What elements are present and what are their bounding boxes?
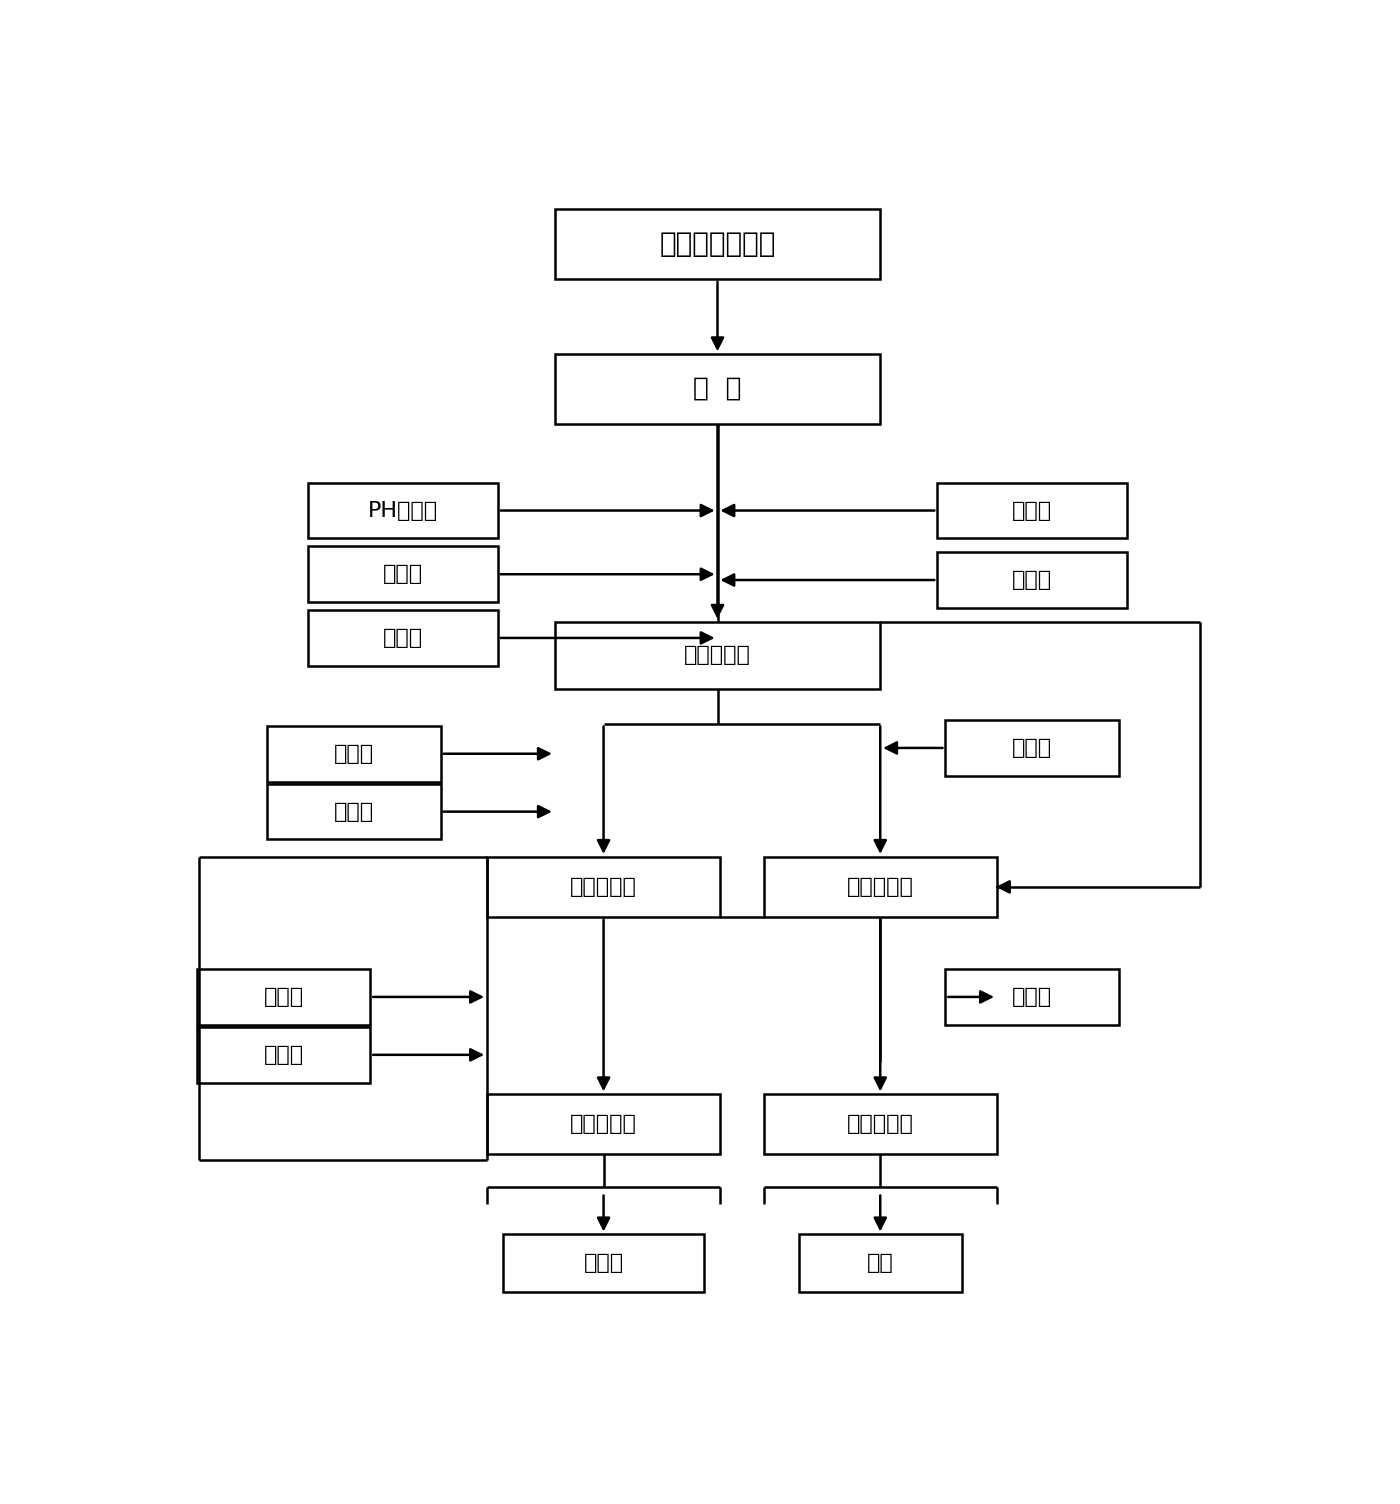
- Bar: [267, 726, 441, 782]
- Text: 第一次扫选: 第一次扫选: [847, 877, 914, 896]
- Bar: [308, 546, 498, 602]
- Text: 第二次扫选: 第二次扫选: [847, 1114, 914, 1134]
- Bar: [937, 552, 1127, 608]
- Text: 第二次精选: 第二次精选: [570, 1114, 637, 1134]
- Text: 活化剂: 活化剂: [263, 987, 304, 1006]
- Text: 活化剂: 活化剂: [335, 744, 374, 764]
- Bar: [945, 720, 1119, 776]
- Text: 铁精矿: 铁精矿: [584, 1253, 623, 1274]
- Bar: [937, 483, 1127, 538]
- Text: 抑制剂: 抑制剂: [1012, 738, 1053, 758]
- Bar: [503, 1235, 704, 1292]
- Bar: [554, 209, 881, 278]
- Text: 抑制剂: 抑制剂: [382, 564, 423, 584]
- Text: 捕收剂: 捕收剂: [335, 802, 374, 821]
- Bar: [799, 1235, 962, 1292]
- Text: 调  浆: 调 浆: [693, 376, 742, 402]
- Text: PH调整剂: PH调整剂: [368, 501, 438, 520]
- Bar: [308, 611, 498, 666]
- Text: 捕收剂: 捕收剂: [382, 629, 423, 648]
- Bar: [554, 621, 881, 689]
- Bar: [308, 483, 498, 538]
- Bar: [763, 857, 997, 917]
- Bar: [196, 1027, 370, 1083]
- Bar: [554, 355, 881, 424]
- Bar: [945, 969, 1119, 1024]
- Text: 活化剂: 活化剂: [1012, 570, 1053, 590]
- Bar: [763, 1095, 997, 1155]
- Bar: [267, 784, 441, 839]
- Text: 反浮选粗选: 反浮选粗选: [685, 645, 750, 665]
- Bar: [487, 1095, 720, 1155]
- Bar: [487, 857, 720, 917]
- Text: 混合磁选铁精矿: 混合磁选铁精矿: [659, 230, 776, 259]
- Text: 分散剂: 分散剂: [1012, 501, 1053, 520]
- Text: 捕收剂: 捕收剂: [263, 1045, 304, 1065]
- Bar: [196, 969, 370, 1024]
- Text: 尾矿: 尾矿: [867, 1253, 893, 1274]
- Text: 第一次精选: 第一次精选: [570, 877, 637, 896]
- Text: 抑制剂: 抑制剂: [1012, 987, 1053, 1006]
